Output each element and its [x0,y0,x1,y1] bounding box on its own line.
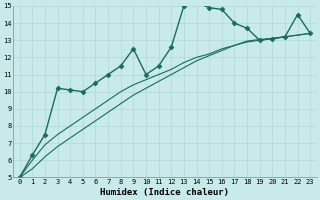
X-axis label: Humidex (Indice chaleur): Humidex (Indice chaleur) [100,188,229,197]
